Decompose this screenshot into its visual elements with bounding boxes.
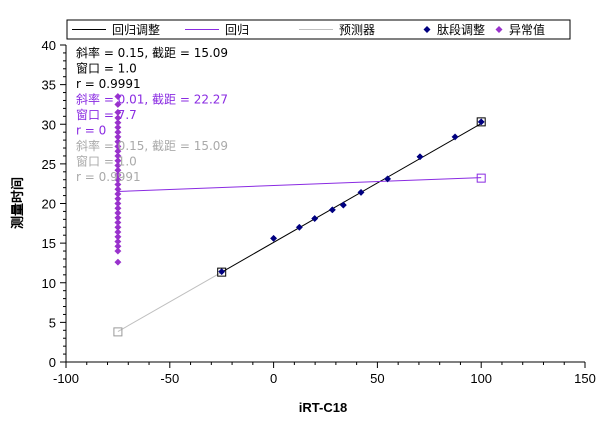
axes: -100 -50 0 50 100 150 0 5 10 15 20 25 30 35 40: [42, 38, 596, 386]
x-tick-label: 100: [470, 371, 492, 386]
peptide-point: [384, 175, 392, 183]
legend-item[interactable]: 回归调整: [72, 22, 160, 37]
legend-label: 肽段调整: [437, 22, 485, 37]
endpoint-square-marker: [476, 117, 486, 127]
peptide-point: [416, 153, 424, 161]
legend-label: 异常值: [509, 22, 545, 37]
endpoint-square-marker: [476, 173, 486, 183]
legend-label: 回归调整: [112, 22, 160, 37]
y-tick-label: 20: [42, 197, 56, 212]
annotation-text: 斜率 = 0.15, 截距 = 15.09: [76, 138, 228, 153]
peptide-point: [339, 201, 347, 209]
outlier-point: [114, 258, 122, 266]
legend-item[interactable]: 预测器: [299, 23, 375, 37]
peptide-point: [218, 268, 226, 276]
x-tick-label: 0: [270, 371, 277, 386]
y-tick-label: 0: [49, 355, 56, 370]
x-axis-title: iRT-C18: [299, 400, 347, 415]
annotation-text: 窗口 = 1.0: [76, 62, 137, 76]
regression-line: [117, 271, 222, 333]
annotation-text: r = 0.9991: [76, 77, 141, 91]
peptide-point: [477, 118, 485, 126]
legend-marker-swatch: [495, 26, 503, 33]
endpoint-square-marker: [113, 327, 123, 337]
x-tick-label: -100: [53, 371, 79, 386]
outlier-point: [114, 247, 122, 255]
y-tick-label: 15: [42, 236, 56, 251]
x-tick-label: 150: [574, 371, 596, 386]
y-tick-label: 40: [42, 38, 56, 53]
y-tick-label: 10: [42, 276, 56, 291]
legend[interactable]: 回归调整 回归 预测器 肽段调整 异常值: [66, 19, 571, 40]
annotation-text: 窗口 = 7.7: [76, 108, 137, 122]
peptide-point: [328, 206, 336, 214]
y-tick-label: 30: [42, 117, 56, 132]
legend-item[interactable]: 异常值: [495, 22, 546, 37]
legend-label: 回归: [225, 23, 249, 37]
peptide-point: [295, 223, 303, 231]
annotation-text: 窗口 = 1.0: [76, 155, 137, 169]
legend-marker-swatch: [423, 26, 431, 33]
peptide-point: [311, 215, 319, 223]
peptide-point: [451, 133, 459, 141]
y-axis-title: 测量时间: [10, 177, 25, 229]
regression-line: [221, 123, 482, 273]
legend-item[interactable]: 回归: [185, 23, 249, 37]
x-tick-label: -50: [160, 371, 179, 386]
regression-line: [117, 177, 482, 192]
y-tick-label: 35: [42, 78, 56, 93]
endpoint-square-marker: [217, 267, 227, 277]
annotation-text: r = 0.9991: [76, 170, 141, 184]
data-points: [113, 92, 486, 337]
y-tick-label: 5: [49, 315, 56, 330]
x-tick-label: 50: [370, 371, 384, 386]
legend-label: 预测器: [339, 23, 375, 37]
annotation-text: 斜率 = 0.15, 截距 = 15.09: [76, 45, 228, 60]
annotation-text: r = 0: [76, 124, 106, 138]
annotation-text: 斜率 = 0.01, 截距 = 22.27: [76, 92, 228, 107]
outlier-point: [114, 100, 122, 108]
outlier-point: [114, 92, 122, 101]
y-tick-label: 25: [42, 157, 56, 172]
legend-item[interactable]: 肽段调整: [423, 22, 486, 37]
peptide-point: [357, 188, 365, 196]
regression-lines: [117, 123, 482, 333]
peptide-point: [270, 234, 278, 242]
